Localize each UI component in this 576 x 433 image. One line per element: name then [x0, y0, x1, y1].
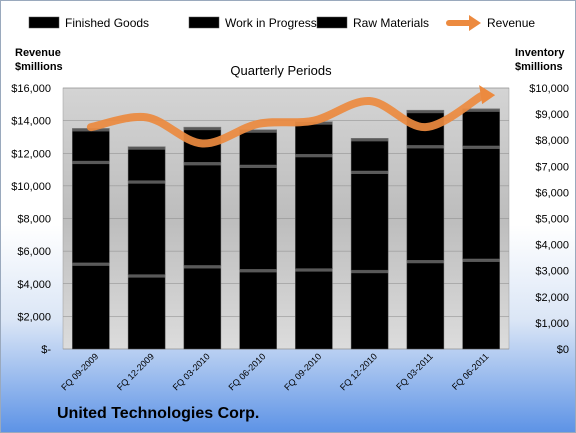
bar-highlight: [128, 146, 166, 150]
bar-highlight: [72, 262, 110, 266]
bar-highlight: [239, 269, 277, 273]
bar-raw-materials: [239, 129, 277, 166]
x-tick-label: FQ 12-2009: [115, 351, 156, 392]
revenue-arrowhead: [479, 85, 496, 105]
legend-swatch-finished-goods: [28, 16, 60, 29]
left-tick-label: $14,000: [11, 116, 51, 128]
bar-highlight: [295, 268, 333, 272]
bar-work-in-progress: [295, 154, 333, 269]
bar-highlight: [351, 170, 389, 174]
legend-label-raw-materials: Raw Materials: [353, 16, 429, 30]
right-axis-ticks: $0 $1,000 $2,000 $3,000 $4,000 $5,000 $6,000 $7…: [529, 83, 569, 356]
x-tick-label: FQ 06-2011: [450, 351, 491, 392]
x-tick-label: FQ 09-2010: [282, 351, 323, 392]
company-name: United Technologies Corp.: [57, 405, 260, 422]
bars: [72, 108, 500, 350]
right-tick-label: $6,000: [535, 187, 569, 199]
bar-highlight: [406, 260, 444, 264]
right-tick-label: $5,000: [535, 214, 569, 226]
legend-swatch-raw-materials: [316, 16, 348, 29]
bar-highlight: [406, 145, 444, 149]
legend-label-finished-goods: Finished Goods: [65, 16, 149, 30]
legend-arrow-revenue: [469, 15, 481, 31]
bar-highlight: [128, 180, 166, 184]
right-tick-label: $10,000: [529, 83, 569, 95]
legend-label-work-in-progress: Work in Progress: [225, 16, 317, 30]
left-tick-label: $12,000: [11, 148, 51, 160]
bar-highlight: [239, 129, 277, 133]
bar-highlight: [462, 108, 500, 112]
bar-work-in-progress: [239, 164, 277, 270]
bar-highlight: [462, 258, 500, 262]
legend-label-revenue: Revenue: [487, 16, 535, 30]
bar-finished-goods: [183, 265, 222, 350]
bar-highlight: [351, 270, 389, 274]
bar-raw-materials: [462, 108, 500, 147]
right-tick-label: $2,000: [535, 292, 569, 304]
bar-work-in-progress: [183, 162, 222, 266]
x-axis-ticks: FQ 09-2009 FQ 12-2009 FQ 03-2010 FQ 06-2010…: [59, 351, 490, 392]
bar-highlight: [239, 164, 277, 168]
right-tick-label: $7,000: [535, 161, 569, 173]
bar-finished-goods: [239, 269, 277, 350]
bar-highlight: [462, 145, 500, 149]
bar-finished-goods: [462, 258, 500, 350]
bar-highlight: [406, 110, 444, 114]
left-tick-label: $6,000: [17, 246, 51, 258]
bar-raw-materials: [127, 146, 166, 181]
revenue-line-path: [86, 92, 486, 148]
legend: Finished Goods Work in Progress Raw Materi…: [28, 15, 535, 31]
bar-raw-materials: [72, 128, 110, 162]
right-tick-label: $3,000: [535, 266, 569, 278]
bar-highlight: [295, 154, 333, 158]
bar-raw-materials: [295, 121, 333, 155]
chart-title: Quarterly Periods: [230, 63, 332, 78]
bar-highlight: [351, 138, 389, 142]
right-tick-label: $0: [557, 344, 569, 356]
left-axis-ticks: $- $2,000 $4,000 $6,000 $8,000 $10,000 $12,000…: [11, 83, 51, 356]
bar-work-in-progress: [127, 180, 166, 275]
left-tick-label: $16,000: [11, 83, 51, 95]
revenue-line: [86, 85, 496, 148]
left-tick-label: $4,000: [17, 279, 51, 291]
right-tick-label: $1,000: [535, 318, 569, 330]
left-axis-label-line1: Revenue: [15, 47, 61, 59]
left-tick-label: $8,000: [17, 214, 51, 226]
bar-finished-goods: [127, 274, 166, 350]
x-tick-label: FQ 09-2009: [59, 351, 100, 392]
x-tick-label: FQ 12-2010: [338, 351, 379, 392]
right-axis-label-line1: Inventory: [515, 47, 565, 59]
x-tick-label: FQ 03-2010: [171, 351, 212, 392]
x-tick-label: FQ 03-2011: [394, 351, 435, 392]
x-tick-label: FQ 06-2010: [227, 351, 268, 392]
right-tick-label: $4,000: [535, 240, 569, 252]
bar-work-in-progress: [350, 170, 389, 271]
left-tick-label: $10,000: [11, 181, 51, 193]
bar-raw-materials: [350, 138, 389, 172]
bar-highlight: [128, 274, 166, 278]
bar-finished-goods: [72, 262, 110, 350]
bar-finished-goods: [406, 260, 445, 350]
bar-work-in-progress: [406, 145, 445, 261]
bar-highlight: [183, 127, 221, 131]
right-axis-label-line2: $millions: [515, 61, 563, 73]
left-axis-label-line2: $millions: [15, 61, 63, 73]
left-tick-label: $2,000: [17, 311, 51, 323]
right-tick-label: $9,000: [535, 109, 569, 121]
left-tick-label: $-: [41, 344, 51, 356]
bar-finished-goods: [350, 269, 389, 350]
bar-highlight: [183, 265, 221, 269]
bar-work-in-progress: [462, 145, 500, 260]
right-tick-label: $8,000: [535, 135, 569, 147]
bar-work-in-progress: [72, 160, 110, 264]
bar-highlight: [72, 161, 110, 165]
bar-finished-goods: [295, 268, 333, 350]
legend-swatch-work-in-progress: [188, 16, 220, 29]
bar-highlight: [183, 162, 221, 166]
